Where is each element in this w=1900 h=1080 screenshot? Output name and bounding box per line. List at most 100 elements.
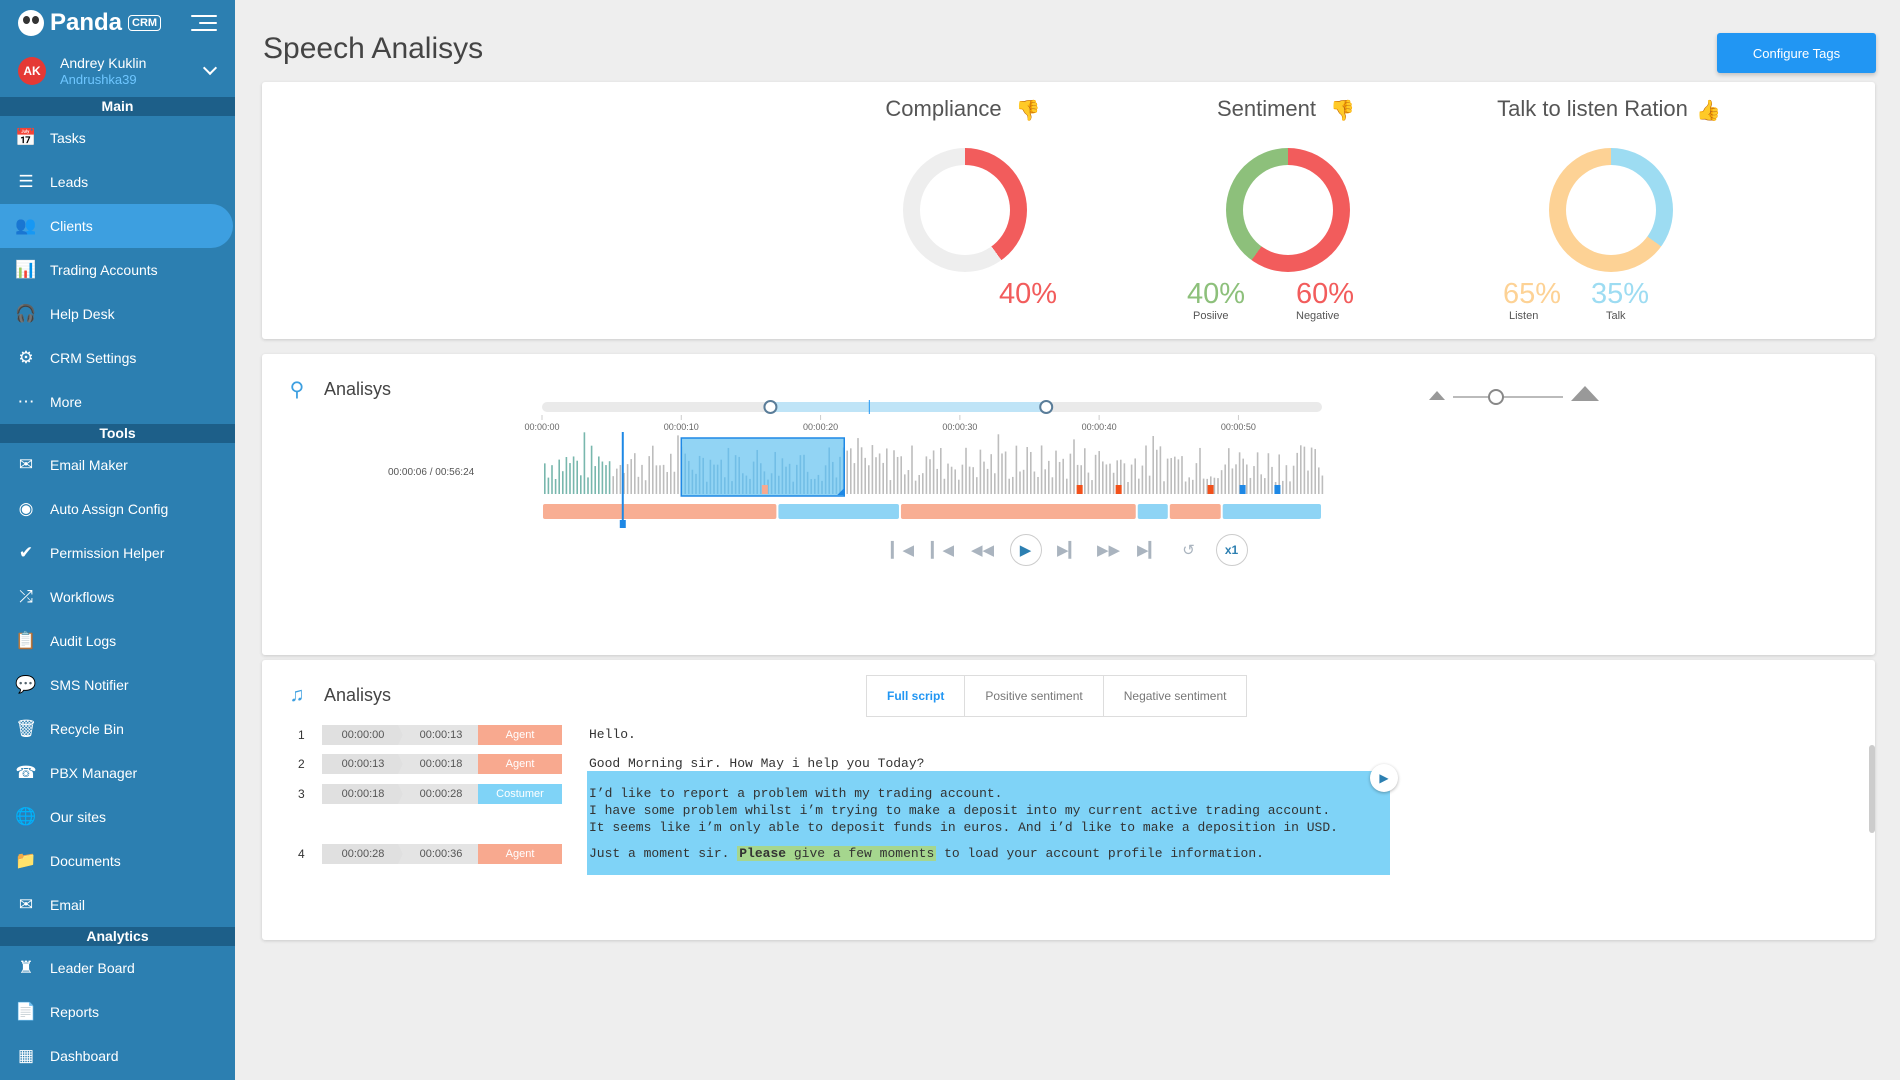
sidebar-item-label: Clients bbox=[50, 218, 93, 234]
tab-negative-sentiment[interactable]: Negative sentiment bbox=[1123, 689, 1227, 703]
waveform-bar bbox=[626, 464, 629, 494]
waveform-bar bbox=[608, 461, 611, 494]
sidebar-item-label: PBX Manager bbox=[50, 765, 138, 781]
rewind-icon[interactable]: ◀◀ bbox=[970, 542, 995, 559]
skip-to-start-icon[interactable]: ▎◀ bbox=[890, 542, 915, 559]
waveform-bar bbox=[1044, 469, 1046, 494]
sidebar-item-crm-settings[interactable]: ⚙ CRM Settings bbox=[0, 336, 235, 380]
speaker-segment bbox=[1137, 504, 1168, 519]
waveform-bar bbox=[972, 467, 974, 494]
waveform-bar bbox=[1163, 481, 1165, 494]
selection-resize-handle bbox=[837, 488, 845, 495]
sidebar-item-reports[interactable]: 📄 Reports bbox=[0, 990, 235, 1034]
waveform-chart[interactable]: 00:00:00 00:00:10 00:00:20 00:00:30 00:00:40… bbox=[262, 354, 1875, 534]
menu-toggle-icon[interactable] bbox=[191, 14, 217, 31]
sidebar-item-clients[interactable]: 👥 Clients bbox=[0, 204, 233, 248]
user-profile[interactable]: AK Andrey Kuklin Andrushka39 bbox=[0, 45, 235, 97]
configure-tags-button[interactable]: Configure Tags bbox=[1717, 33, 1876, 73]
waveform-bar bbox=[1278, 454, 1280, 494]
sidebar-item-label: Tasks bbox=[50, 130, 86, 146]
waveform-bar bbox=[950, 466, 953, 494]
sidebar-item-leads[interactable]: ☰ Leads bbox=[0, 160, 235, 204]
playback-speed-button[interactable]: x1 bbox=[1215, 534, 1248, 566]
sidebar-item-email[interactable]: ✉ Email bbox=[0, 883, 235, 927]
waveform-title: Analisys bbox=[324, 378, 392, 399]
sidebar-item-help-desk[interactable]: 🎧 Help Desk bbox=[0, 292, 235, 336]
chess-icon: ♜ bbox=[18, 958, 34, 977]
bar-chart-icon: 📊 bbox=[15, 260, 37, 279]
sidebar-item-leader-board[interactable]: ♜ Leader Board bbox=[0, 946, 235, 990]
sidebar-item-our-sites[interactable]: 🌐 Our sites bbox=[0, 795, 235, 839]
skip-to-end-icon[interactable]: ▶▎ bbox=[1136, 542, 1161, 559]
sidebar-item-dashboard[interactable]: ▦ Dashboard bbox=[0, 1034, 235, 1078]
repeat-icon[interactable]: ↺ bbox=[1182, 542, 1195, 559]
waveform-bar bbox=[1249, 477, 1252, 494]
sidebar-item-email-maker[interactable]: ✉ Email Maker bbox=[0, 443, 235, 487]
tab-full-script[interactable]: Full script bbox=[867, 676, 966, 716]
waveform-bar bbox=[1091, 480, 1093, 494]
sidebar-item-recycle-bin[interactable]: 🗑 Recycle Bin bbox=[0, 707, 235, 751]
waveform-card: ⚲ Analisys 00:00:00 00:00:10 00:00:20 00:00… bbox=[262, 354, 1875, 655]
logo[interactable]: Panda CRM bbox=[18, 9, 162, 37]
sidebar-item-label: Help Desk bbox=[50, 306, 115, 322]
waveform-bar bbox=[1307, 470, 1309, 494]
sidebar-item-more[interactable]: ⋯ More bbox=[0, 380, 235, 424]
zoom-knob[interactable] bbox=[1488, 389, 1504, 405]
next-icon[interactable]: ▶▎ bbox=[1056, 542, 1081, 559]
sidebar-item-permission-helper[interactable]: ✔ Permission Helper bbox=[0, 531, 235, 575]
play-icon[interactable]: ▶ bbox=[1009, 534, 1042, 566]
range-handle[interactable] bbox=[1039, 400, 1054, 414]
sidebar-item-label: More bbox=[50, 394, 82, 410]
previous-icon[interactable]: ▎◀ bbox=[930, 542, 955, 559]
zoom-out-icon[interactable] bbox=[1429, 391, 1445, 400]
row-role-badge: Agent bbox=[478, 754, 562, 774]
sentiment-negative-caption: Negative bbox=[1296, 310, 1340, 322]
waveform-bar bbox=[634, 453, 636, 494]
zoom-in-icon[interactable] bbox=[1571, 386, 1599, 401]
sidebar-item-audit-logs[interactable]: 📋 Audit Logs bbox=[0, 619, 235, 663]
clipboard-icon: 📋 bbox=[15, 631, 37, 650]
waveform-bar bbox=[1073, 439, 1075, 494]
waveform-bar bbox=[1177, 459, 1180, 494]
waveform-header: ⚲ Analisys bbox=[284, 376, 391, 402]
waveform-bar bbox=[673, 471, 676, 494]
thumbs-up-icon: 👍 bbox=[1695, 99, 1721, 122]
waveform-bar bbox=[1184, 481, 1187, 494]
sidebar-item-auto-assign-config[interactable]: ◉ Auto Assign Config bbox=[0, 487, 235, 531]
sidebar-item-trading-accounts[interactable]: 📊 Trading Accounts bbox=[0, 248, 235, 292]
fast-forward-icon[interactable]: ▶▶ bbox=[1096, 542, 1121, 559]
tab-positive-sentiment[interactable]: Positive sentiment bbox=[965, 676, 1104, 716]
waveform-bar bbox=[868, 465, 870, 494]
globe-icon: 🌐 bbox=[15, 807, 37, 826]
play-segment-button[interactable]: ▶ bbox=[1370, 764, 1398, 792]
waveform-bar bbox=[1112, 472, 1115, 494]
waveform-bar bbox=[590, 445, 593, 494]
script-tabs: Full script Positive sentiment Negative … bbox=[866, 675, 1248, 717]
sidebar-item-label: Reports bbox=[50, 1004, 100, 1020]
waveform-bar bbox=[1310, 447, 1313, 494]
sidebar-item-tasks[interactable]: 📅 Tasks bbox=[0, 116, 235, 160]
waveform-bar bbox=[986, 468, 989, 494]
waveform-bar bbox=[1296, 452, 1298, 494]
zoom-slider[interactable] bbox=[1429, 386, 1599, 406]
chevron-down-icon[interactable] bbox=[202, 60, 218, 76]
waveform-bar bbox=[1138, 478, 1140, 494]
sidebar-item-label: Our sites bbox=[50, 809, 107, 825]
waveform-bar bbox=[1001, 453, 1003, 494]
waveform-bar bbox=[1116, 460, 1118, 494]
sidebar-item-pbx-manager[interactable]: ☎ PBX Manager bbox=[0, 751, 235, 795]
sidebar-item-workflows[interactable]: ⤮ Workflows bbox=[0, 575, 235, 619]
waveform-bar bbox=[670, 453, 672, 494]
tick-label: 00:00:10 bbox=[664, 422, 699, 432]
listen-value: 65% bbox=[1503, 278, 1562, 310]
scrollbar[interactable] bbox=[1869, 745, 1875, 833]
waveform-bar bbox=[619, 464, 622, 494]
sidebar-item-documents[interactable]: 📁 Documents bbox=[0, 839, 235, 883]
sidebar-item-sms-notifier[interactable]: 💬 SMS Notifier bbox=[0, 663, 235, 707]
speech-icon: ♫ bbox=[289, 683, 305, 706]
range-handle[interactable] bbox=[763, 400, 778, 414]
waveform-bar bbox=[994, 473, 996, 494]
waveform-bar bbox=[860, 447, 863, 494]
sidebar-item-label: Auto Assign Config bbox=[50, 501, 169, 517]
waveform-bar bbox=[1076, 464, 1079, 494]
